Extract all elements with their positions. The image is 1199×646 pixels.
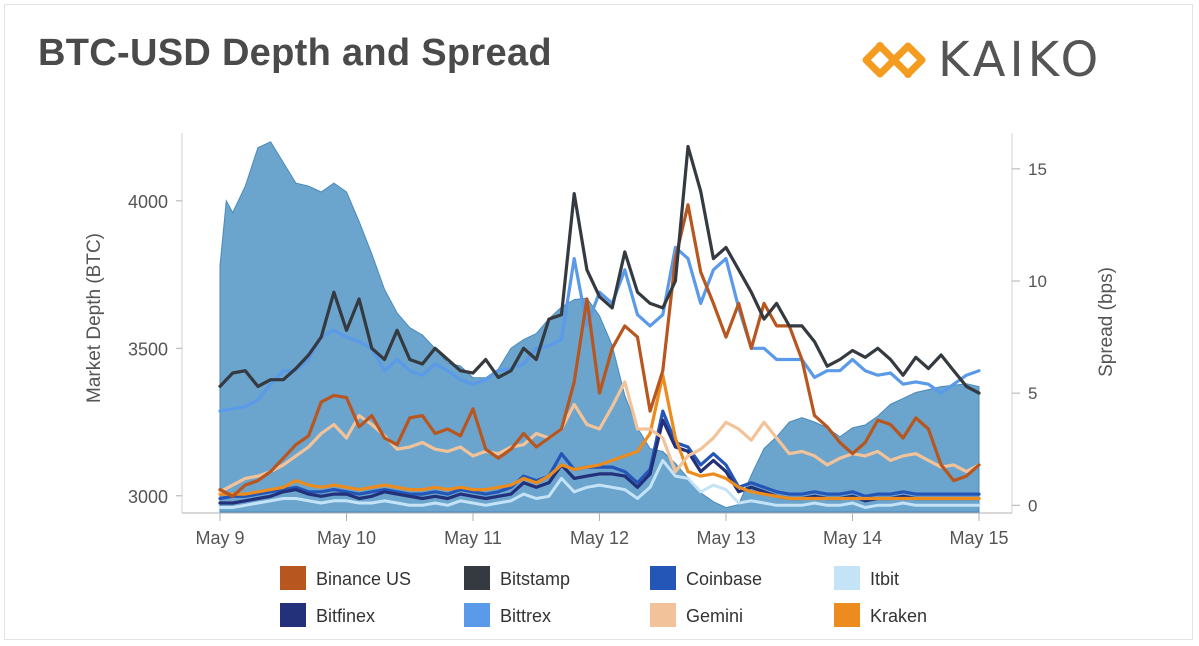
x-tick-label: May 15 [949, 528, 1008, 548]
series-line-bittrex [218, 245, 981, 413]
x-tick-label: May 11 [444, 528, 502, 548]
series-line-binance-us [218, 203, 981, 498]
series-line-coinbase [218, 409, 981, 501]
kaiko-logo-icon [862, 42, 926, 78]
legend: Binance US Bitstamp Coinbase Itbit Bitfinex B… [280, 566, 927, 627]
legend-swatch [280, 566, 306, 590]
legend-label: Bittrex [500, 606, 551, 626]
legend-swatch [464, 566, 490, 590]
right-tick-label: 10 [1028, 272, 1047, 291]
series-line-kraken [218, 373, 981, 501]
legend-item-gemini[interactable]: Gemini [650, 603, 743, 627]
kaiko-logo: KAIKO [858, 30, 1118, 88]
right-tick-label: 0 [1028, 496, 1037, 515]
legend-swatch [280, 603, 306, 627]
legend-item-itbit[interactable]: Itbit [834, 566, 899, 590]
legend-label: Kraken [870, 606, 927, 626]
x-tick-label: May 12 [570, 528, 629, 548]
spread-lines-layer [218, 144, 981, 509]
legend-label: Binance US [316, 569, 411, 589]
legend-label: Bitstamp [500, 569, 570, 589]
legend-label: Coinbase [686, 569, 762, 589]
axes-layer [181, 133, 1013, 514]
right-axis-label: Spread (bps) [1096, 267, 1117, 377]
legend-swatch [834, 566, 860, 590]
left-tick-label: 4000 [128, 192, 168, 212]
x-tick-label: May 14 [823, 528, 882, 548]
series-line-itbit [218, 458, 981, 509]
chart-title: BTC-USD Depth and Spread [38, 32, 552, 74]
left-tick-label: 3000 [128, 487, 168, 507]
ticks-layer: 3000 3500 4000 0 5 10 15 May 9 May 10 May 11 May 1… [128, 160, 1047, 548]
legend-item-binance-us[interactable]: Binance US [280, 566, 411, 590]
legend-swatch [834, 603, 860, 627]
right-tick-label: 5 [1028, 384, 1037, 403]
left-tick-label: 3500 [128, 339, 168, 359]
x-tick-label: May 9 [195, 528, 244, 548]
series-line-bitstamp [218, 144, 981, 395]
x-tick-label: May 10 [317, 528, 376, 548]
legend-item-coinbase[interactable]: Coinbase [650, 566, 762, 590]
legend-swatch [650, 603, 676, 627]
legend-label: Itbit [870, 569, 899, 589]
legend-label: Gemini [686, 606, 743, 626]
right-tick-label: 15 [1028, 160, 1047, 179]
legend-item-kraken[interactable]: Kraken [834, 603, 927, 627]
legend-item-bittrex[interactable]: Bittrex [464, 603, 551, 627]
legend-label: Bitfinex [316, 606, 375, 626]
series-line-bitfinex [218, 418, 981, 505]
legend-item-bitfinex[interactable]: Bitfinex [280, 603, 375, 627]
legend-swatch [650, 566, 676, 590]
left-axis-label: Market Depth (BTC) [84, 233, 105, 403]
legend-item-bitstamp[interactable]: Bitstamp [464, 566, 570, 590]
x-tick-label: May 13 [696, 528, 755, 548]
legend-swatch [464, 603, 490, 627]
logo-wordmark: KAIKO [938, 32, 1103, 88]
